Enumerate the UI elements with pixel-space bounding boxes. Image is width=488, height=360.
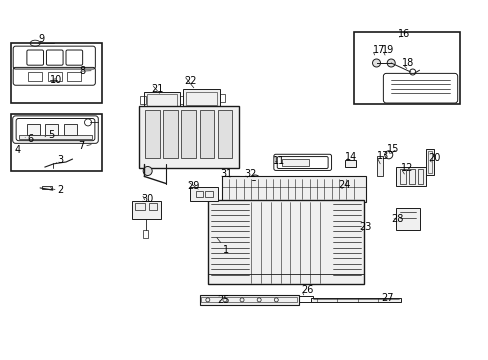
Bar [395,208,419,230]
Text: 9: 9 [38,34,44,44]
Text: 17: 17 [372,45,384,55]
Bar [195,191,203,197]
Text: 19: 19 [382,45,394,55]
Bar [205,191,212,197]
Bar [181,110,196,158]
Text: 28: 28 [390,214,403,224]
Bar [199,295,299,305]
Text: 13: 13 [376,151,388,161]
Bar [146,94,177,107]
Text: 11: 11 [272,156,285,166]
Text: 18: 18 [401,58,413,68]
Bar [183,89,220,107]
Bar [140,96,145,104]
Text: 22: 22 [183,76,196,86]
Bar [28,72,42,81]
Bar [64,124,77,135]
Ellipse shape [143,166,152,175]
Bar [399,169,405,184]
Text: 31: 31 [220,169,232,179]
Text: 4: 4 [15,145,21,156]
Bar [135,203,144,210]
Bar [199,110,214,158]
Text: 5: 5 [48,130,54,140]
Text: 20: 20 [427,153,440,163]
Ellipse shape [250,175,260,185]
Text: 32: 32 [244,169,256,179]
Bar [48,72,61,81]
Bar [42,186,52,189]
Bar [408,169,414,184]
Text: 24: 24 [338,180,350,190]
Bar [11,43,102,103]
Text: 14: 14 [345,152,357,162]
Bar [19,135,92,139]
Bar [310,298,400,302]
Text: 2: 2 [58,185,64,195]
Bar [11,114,102,171]
Bar [281,159,308,166]
Bar [345,160,355,167]
Text: 21: 21 [151,84,163,94]
Bar [132,201,161,219]
Bar [220,94,224,102]
Bar [240,176,251,184]
Bar [224,176,238,183]
Bar [163,110,178,158]
Text: 25: 25 [217,295,229,305]
Bar [426,149,433,175]
Text: 26: 26 [301,285,313,295]
Bar [376,156,383,176]
Bar [201,297,297,302]
Bar [353,32,459,104]
Text: 3: 3 [58,155,64,165]
Bar [180,96,184,104]
Bar [222,176,365,202]
Text: 10: 10 [50,75,62,85]
Bar [27,124,40,135]
Bar [189,187,217,201]
Bar [427,151,431,173]
Bar [148,203,157,210]
Bar [395,167,426,186]
Text: 1: 1 [222,245,228,255]
Bar [417,169,423,184]
Ellipse shape [372,59,380,67]
Text: 27: 27 [381,293,393,303]
Text: 15: 15 [386,144,399,154]
Ellipse shape [386,59,394,67]
Text: 16: 16 [397,29,409,39]
Text: 30: 30 [142,194,154,204]
Bar [45,124,58,135]
Bar [139,106,238,168]
Text: 12: 12 [400,163,412,174]
Text: 29: 29 [186,181,199,191]
Text: 6: 6 [28,134,34,144]
Text: 23: 23 [358,222,370,232]
Bar [143,230,148,238]
Bar [207,200,364,284]
Text: 8: 8 [79,66,85,76]
Bar [299,296,312,302]
Bar [67,72,81,81]
Bar [185,92,217,105]
Bar [144,92,180,110]
Bar [145,110,160,158]
Text: 7: 7 [78,141,84,151]
Bar [217,110,232,158]
